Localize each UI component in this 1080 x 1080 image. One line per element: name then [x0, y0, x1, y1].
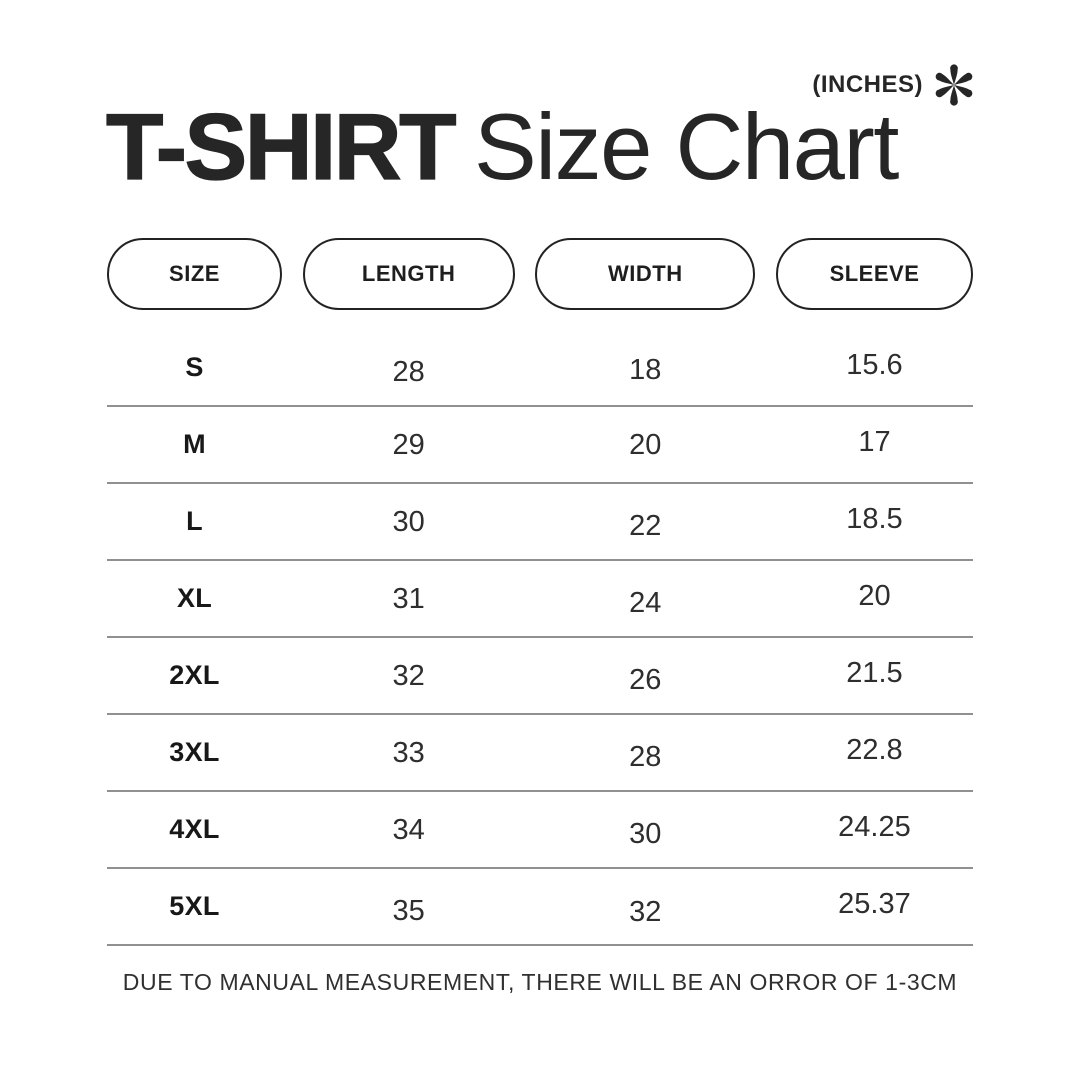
width-value: 22 [629, 510, 662, 542]
size-value: M [183, 429, 206, 459]
sleeve-value: 24.25 [838, 811, 911, 843]
sleeve-value: 21.5 [846, 657, 903, 689]
sleeve-cell: 18.5 [776, 503, 973, 538]
size-cell: 2XL [107, 660, 282, 691]
length-value: 30 [392, 506, 425, 538]
sleeve-cell: 20 [776, 580, 973, 615]
size-value: S [185, 352, 204, 382]
column-header-size-label: SIZE [169, 261, 220, 286]
width-value: 18 [629, 354, 662, 386]
sleeve-value: 17 [858, 426, 891, 458]
width-value: 28 [629, 741, 662, 773]
width-value: 20 [629, 429, 662, 461]
size-cell: M [107, 429, 282, 460]
size-cell: XL [107, 583, 282, 614]
size-cell: 5XL [107, 891, 282, 922]
size-value: 3XL [169, 737, 220, 767]
width-cell: 26 [535, 659, 755, 696]
length-cell: 29 [303, 428, 515, 461]
sleeve-cell: 24.25 [776, 811, 973, 846]
sleeve-cell: 17 [776, 426, 973, 461]
column-header-sleeve-label: SLEEVE [829, 261, 920, 286]
length-value: 33 [392, 737, 425, 769]
units-label: (INCHES) [812, 71, 923, 98]
size-cell: L [107, 506, 282, 537]
column-header-sleeve: SLEEVE [775, 238, 973, 310]
length-cell: 32 [303, 659, 515, 692]
length-cell: 33 [303, 736, 515, 769]
sleeve-value: 18.5 [846, 503, 903, 535]
length-value: 31 [392, 583, 425, 615]
sleeve-cell: 25.37 [776, 888, 973, 923]
size-value: 5XL [169, 891, 220, 921]
width-cell: 24 [535, 582, 755, 619]
column-header-width: WIDTH [535, 238, 756, 310]
length-value: 35 [392, 895, 425, 927]
width-cell: 20 [535, 428, 755, 461]
sleeve-cell: 21.5 [776, 657, 973, 692]
length-cell: 30 [303, 505, 515, 538]
table-row-4xl: 4XL 34 30 24.25 [107, 792, 973, 869]
table-row-s: S 28 18 15.6 [107, 330, 973, 407]
length-value: 29 [392, 429, 425, 461]
column-header-width-label: WIDTH [608, 261, 683, 286]
size-value: XL [176, 583, 213, 613]
width-cell: 32 [535, 890, 755, 928]
table-row-m: M 29 20 17 [107, 407, 973, 484]
column-header-length-label: LENGTH [361, 261, 456, 286]
sleeve-value: 22.8 [846, 734, 903, 766]
width-cell: 28 [535, 736, 755, 773]
length-cell: 28 [303, 351, 515, 388]
size-value: 4XL [169, 814, 220, 844]
sleeve-value: 20 [858, 580, 891, 612]
width-value: 32 [629, 896, 662, 928]
width-cell: 18 [535, 351, 755, 386]
width-value: 24 [629, 587, 662, 619]
table-row-xl: XL 31 24 20 [107, 561, 973, 638]
length-value: 34 [392, 814, 425, 846]
title-product: T-SHIRT [105, 94, 457, 199]
title-suffix: Size Chart [474, 94, 899, 199]
length-cell: 35 [303, 890, 515, 927]
sleeve-cell: 22.8 [776, 734, 973, 769]
sleeve-value: 25.37 [838, 888, 911, 920]
measurement-note: DUE TO MANUAL MEASUREMENT, THERE WILL BE… [122, 969, 958, 995]
size-cell: 3XL [107, 737, 282, 768]
length-value: 28 [392, 356, 425, 388]
sleeve-cell: 15.6 [776, 349, 973, 384]
width-value: 26 [629, 664, 662, 696]
asterisk-icon [934, 64, 974, 106]
size-value: L [186, 506, 203, 536]
size-table: S 28 18 15.6 M 29 20 17 L 30 22 18.5 XL … [107, 330, 973, 946]
width-cell: 22 [535, 505, 755, 542]
column-header-size: SIZE [107, 238, 282, 310]
table-row-l: L 30 22 18.5 [107, 484, 973, 561]
size-value: 2XL [169, 660, 220, 690]
page-title: T-SHIRT Size Chart [105, 99, 899, 194]
width-value: 30 [629, 818, 662, 850]
size-cell: S [107, 352, 282, 383]
column-header-length: LENGTH [302, 238, 515, 310]
width-cell: 30 [535, 813, 755, 850]
table-row-3xl: 3XL 33 28 22.8 [107, 715, 973, 792]
length-cell: 31 [303, 582, 515, 615]
sleeve-value: 15.6 [846, 349, 903, 381]
length-cell: 34 [303, 813, 515, 846]
table-row-5xl: 5XL 35 32 25.37 [107, 869, 973, 946]
table-row-2xl: 2XL 32 26 21.5 [107, 638, 973, 715]
size-cell: 4XL [107, 814, 282, 845]
units-row: (INCHES) [812, 60, 976, 110]
column-headers: SIZE LENGTH WIDTH SLEEVE [107, 238, 973, 310]
length-value: 32 [392, 660, 425, 692]
